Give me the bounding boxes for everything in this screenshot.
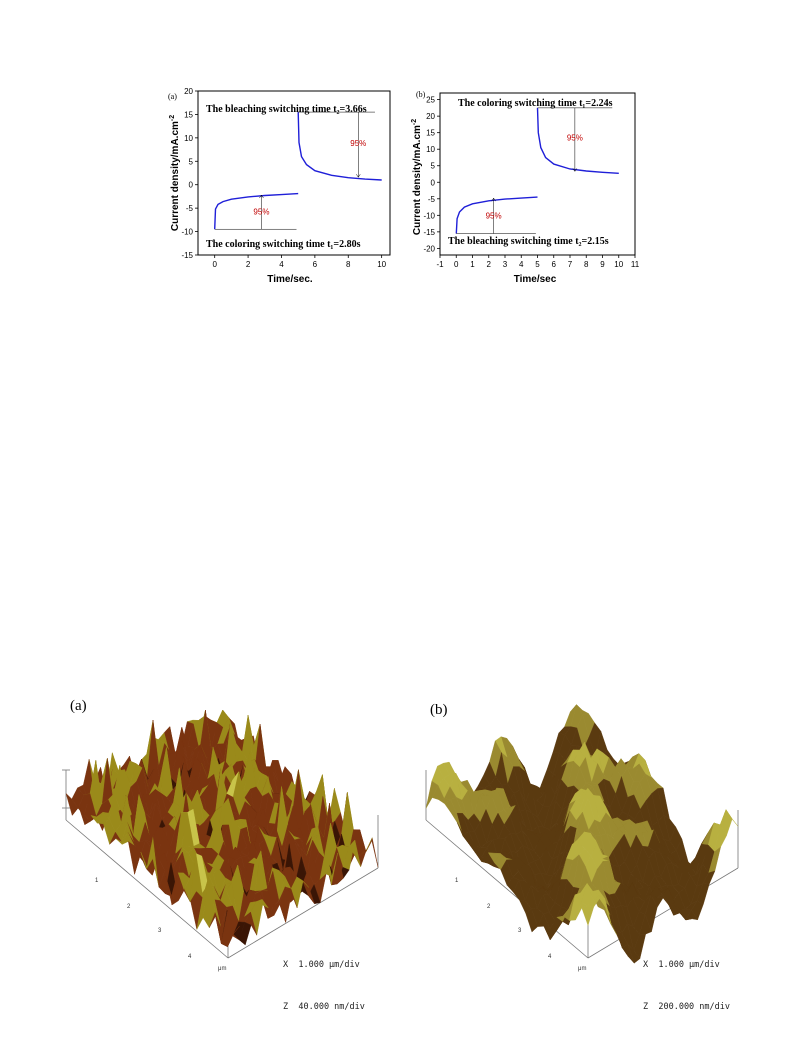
surface-mesh: [425, 704, 739, 964]
x-axis-label: Time/sec: [514, 274, 557, 285]
series-line-2: [536, 107, 619, 174]
surface-facet: [365, 837, 379, 868]
x-tick-label: 3: [503, 260, 508, 269]
x-tick-label: 2: [246, 260, 251, 269]
surface-facet: [221, 908, 235, 948]
arrow-head: [259, 194, 264, 199]
y-tick-label: 5: [431, 162, 436, 171]
svg-text:4: 4: [188, 954, 192, 960]
series-line-1: [214, 192, 299, 230]
afm-scale-a: X 1.000 μm/div Z 40.000 nm/div: [283, 930, 365, 1028]
panel-b-tag: (b): [416, 90, 426, 99]
x-tick-label: 10: [377, 260, 386, 269]
x-tick-label: 6: [313, 260, 318, 269]
y-axis-label: Current density/mA.cm-2: [169, 115, 181, 231]
axis-ticks: 1 2 3 4 μm: [95, 878, 226, 972]
series-line-2: [297, 112, 382, 181]
panel-a-tag: (a): [168, 92, 177, 101]
chart-panel-a: (a) Current density/mA.cm-2 0 2 4 6 8 10 -15 -1…: [168, 87, 391, 285]
annotation-top: The coloring switching time t₁=2.24s: [458, 98, 613, 109]
y-tick-label: -10: [423, 211, 435, 220]
y-tick-label: -5: [186, 204, 194, 213]
svg-text:3: 3: [158, 928, 162, 934]
x-tick-label: 8: [584, 260, 589, 269]
plot-area-a: 0 2 4 6 8 10 -15 -10 -5 0 5 10 15 20 95% 95%: [181, 87, 391, 269]
svg-text:2: 2: [127, 904, 131, 910]
axis-ticks: 1 2 3 4 μm: [455, 878, 586, 972]
figure-1: (a) Current density/mA.cm-2 0 2 4 6 8 10 -15 -1…: [160, 85, 650, 290]
scale-z-text: Z 40.000 nm/div: [283, 1002, 365, 1012]
y-tick-label: 0: [431, 178, 436, 187]
percent-label-upper: 95%: [567, 134, 583, 143]
plot-area-b: -1 0 1 2 3 4 5 6 7 8 9 10 11-20-15-10-5051015202595%…: [423, 92, 640, 269]
x-tick-label: 11: [631, 260, 640, 269]
y-tick-label: 5: [189, 157, 194, 166]
afm-surface-a: 1 2 3 4 μm: [62, 709, 379, 972]
annotation-bottom: The bleaching switching time t₂=2.15s: [448, 236, 609, 247]
percent-label-lower: 95%: [486, 211, 502, 220]
surface-mesh: [65, 709, 379, 948]
x-tick-label: -1: [436, 260, 444, 269]
x-tick-label: 1: [470, 260, 475, 269]
y-tick-label: 25: [426, 96, 435, 105]
x-tick-label: 10: [614, 260, 623, 269]
x-tick-label: 2: [487, 260, 492, 269]
x-tick-label: 4: [519, 260, 524, 269]
x-axis-label: Time/sec.: [267, 274, 313, 285]
y-tick-label: 10: [426, 145, 435, 154]
y-tick-label: -15: [181, 251, 193, 260]
x-tick-label: 0: [454, 260, 459, 269]
x-tick-label: 6: [552, 260, 557, 269]
y-tick-label: -20: [423, 244, 435, 253]
y-tick-label: 0: [189, 181, 194, 190]
x-tick-label: 0: [212, 260, 217, 269]
svg-text:1: 1: [95, 878, 99, 884]
svg-text:2: 2: [487, 904, 491, 910]
y-tick-label: 15: [426, 129, 435, 138]
scale-x-text: X 1.000 μm/div: [643, 960, 720, 970]
annotation-bottom: The coloring switching time t₁=2.80s: [206, 239, 361, 250]
scale-x-text: X 1.000 μm/div: [283, 960, 360, 970]
arrow-head: [491, 197, 496, 202]
x-tick-label: 9: [600, 260, 605, 269]
afm-panel-a-tag: (a): [70, 698, 87, 714]
y-tick-label: 15: [184, 110, 193, 119]
afm-scale-b: X 1.000 μm/div Z 200.000 nm/div: [643, 930, 730, 1028]
series-line-1: [455, 196, 538, 234]
annotation-top: The bleaching switching time t₂=3.66s: [206, 104, 367, 115]
y-axis-label: Current density/mA.cm-2: [411, 119, 423, 235]
svg-text:3: 3: [518, 928, 522, 934]
chart-panel-b: (b) Current density/mA.cm-2 -1 0 1 2 3 4 5 6 7 8 9…: [411, 90, 640, 285]
svg-text:1: 1: [455, 878, 459, 884]
x-tick-label: 7: [568, 260, 573, 269]
surface-facet: [581, 905, 595, 927]
percent-label-lower: 95%: [253, 207, 269, 216]
x-tick-label: 4: [279, 260, 284, 269]
arrow-head: [572, 168, 578, 172]
percent-label-upper: 95%: [350, 139, 366, 148]
y-tick-label: -15: [423, 228, 435, 237]
scale-z-text: Z 200.000 nm/div: [643, 1002, 730, 1012]
x-tick-label: 8: [346, 260, 351, 269]
y-tick-label: 20: [426, 112, 435, 121]
y-tick-label: -10: [181, 228, 193, 237]
y-tick-label: -5: [428, 195, 436, 204]
y-tick-label: 20: [184, 87, 193, 96]
x-tick-label: 5: [535, 260, 540, 269]
afm-panel-b-tag: (b): [430, 702, 448, 718]
y-tick-label: 10: [184, 134, 193, 143]
plot-frame: [197, 90, 391, 256]
afm-surface-b: 1 2 3 4 μm: [425, 704, 739, 972]
arrow-head: [356, 174, 361, 178]
svg-text:μm: μm: [578, 966, 586, 972]
svg-text:μm: μm: [218, 966, 226, 972]
svg-text:4: 4: [548, 954, 552, 960]
